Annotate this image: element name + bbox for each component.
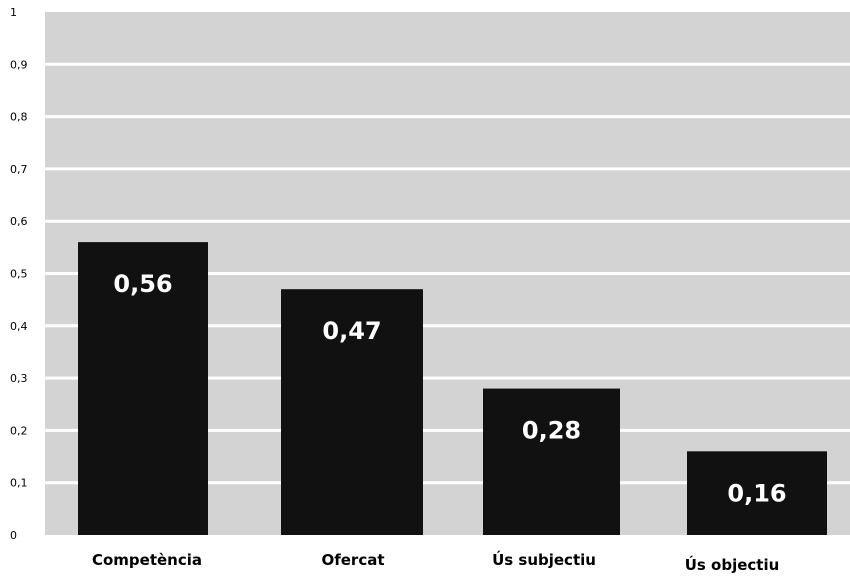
- y-tick-label: 0,7: [10, 163, 28, 176]
- bar-value-label: 0,28: [522, 417, 581, 445]
- y-tick-label: 0: [10, 529, 17, 542]
- y-tick-label: 0,3: [10, 372, 28, 385]
- y-tick-label: 1: [10, 6, 17, 19]
- y-tick-label: 0,6: [10, 215, 28, 228]
- x-category-label: Ús subjectiu: [492, 550, 596, 569]
- bar: [281, 289, 423, 535]
- y-tick-label: 0,9: [10, 58, 28, 71]
- x-axis-labels: Competència Ofercat Ús subjectiu Ús objecti…: [92, 550, 779, 574]
- x-category-label: Ofercat: [321, 551, 384, 569]
- x-category-label: Competència: [92, 551, 202, 569]
- y-tick-label: 0,2: [10, 424, 28, 437]
- bar-value-label: 0,16: [727, 479, 786, 507]
- bars: 0,56 0,47 0,28 0,16: [78, 242, 827, 535]
- y-tick-label: 0,5: [10, 268, 28, 281]
- y-tick-label: 0,8: [10, 111, 28, 124]
- bar: [78, 242, 208, 535]
- y-axis-ticks: 0 0,1 0,2 0,3 0,4 0,5 0,6 0,7 0,8 0,9 1: [10, 6, 28, 542]
- x-category-label: Ús objectiu: [685, 555, 780, 574]
- y-tick-label: 0,4: [10, 320, 28, 333]
- y-tick-label: 0,1: [10, 477, 28, 490]
- bar-value-label: 0,47: [322, 317, 381, 345]
- bar-value-label: 0,56: [113, 270, 172, 298]
- bar: [687, 451, 827, 535]
- bar: [483, 388, 620, 535]
